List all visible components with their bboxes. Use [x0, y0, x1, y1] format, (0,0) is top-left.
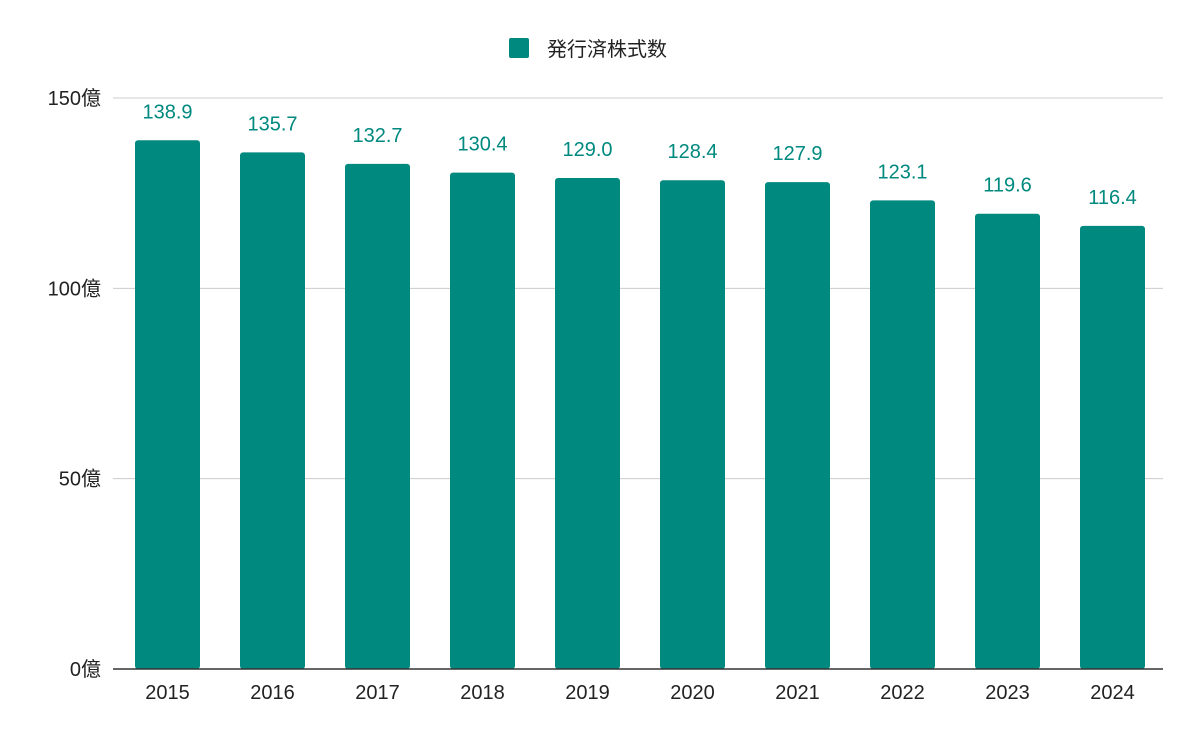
bar-2021: [765, 182, 830, 670]
data-label-2021: 127.9: [772, 143, 822, 165]
data-label-2019: 129.0: [562, 139, 612, 161]
x-tick-label-2023: 2023: [985, 682, 1030, 704]
data-label-2020: 128.4: [667, 141, 717, 163]
y-tick-label: 100億: [48, 277, 101, 300]
bar-2016: [240, 152, 305, 670]
x-tick-label-2021: 2021: [775, 682, 820, 704]
x-tick-label-2015: 2015: [145, 682, 190, 704]
bar-2015: [135, 140, 200, 669]
data-labels: 138.9 135.7 132.7 130.4 129.0 128.4 127.9 123.1…: [142, 101, 1136, 209]
x-tick-label-2018: 2018: [460, 682, 505, 704]
data-label-2015: 138.9: [142, 101, 192, 123]
x-tick-label-2024: 2024: [1090, 682, 1135, 704]
bars: [135, 140, 1145, 670]
y-axis-labels: 0億 50億 100億 150億: [48, 87, 101, 681]
legend-label: 発行済株式数: [547, 38, 667, 61]
x-tick-label-2019: 2019: [565, 682, 610, 704]
bar-2017: [345, 163, 410, 669]
bar-2023: [975, 213, 1040, 670]
legend: 発行済株式数: [509, 38, 667, 61]
legend-swatch: [509, 38, 529, 58]
x-tick-label-2022: 2022: [880, 682, 925, 704]
data-label-2023: 119.6: [983, 175, 1032, 197]
x-tick-label-2017: 2017: [355, 682, 400, 704]
data-label-2018: 130.4: [457, 134, 507, 156]
bar-2018: [450, 172, 515, 670]
data-label-2022: 123.1: [877, 161, 927, 183]
bar-2020: [660, 180, 725, 669]
x-axis-labels: 2015 2016 2017 2018 2019 2020 2021 2022 2023 2024: [145, 682, 1135, 704]
x-tick-label-2020: 2020: [670, 682, 715, 704]
data-label-2016: 135.7: [247, 113, 297, 135]
data-label-2017: 132.7: [352, 125, 402, 147]
y-tick-label: 150億: [48, 87, 101, 110]
bar-2019: [555, 177, 620, 669]
x-tick-label-2016: 2016: [250, 682, 295, 704]
data-label-2024: 116.4: [1088, 187, 1137, 209]
y-tick-label: 50億: [59, 468, 101, 491]
bar-2024: [1080, 225, 1145, 670]
bar-2022: [870, 200, 935, 669]
y-tick-label: 0億: [70, 658, 101, 681]
